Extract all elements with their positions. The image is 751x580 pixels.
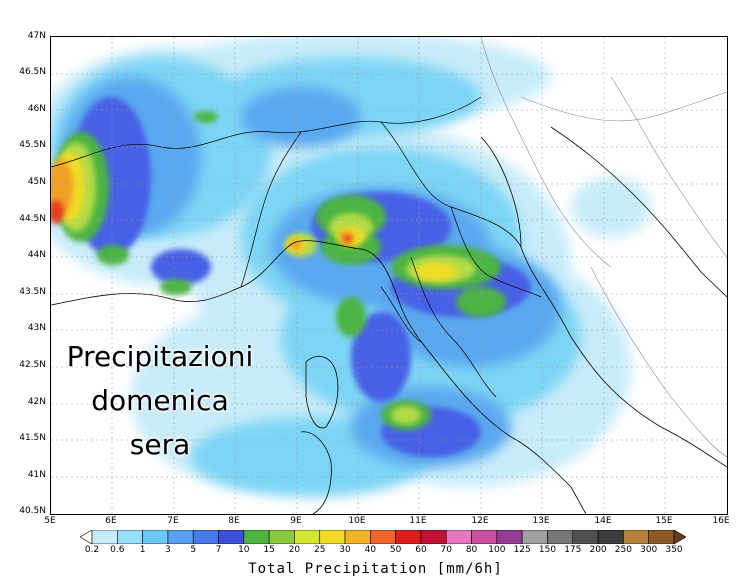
legend-swatch — [445, 530, 472, 544]
legend-swatch — [268, 530, 295, 544]
lat-label: 42.5N — [19, 360, 46, 370]
legend-swatch — [420, 530, 447, 544]
legend-swatch — [344, 530, 371, 544]
legend-value-label: 50 — [389, 545, 402, 555]
legend-value-label: 175 — [564, 545, 582, 555]
color-legend-bar — [80, 530, 686, 544]
legend-value-label: 0.2 — [84, 545, 100, 555]
legend-value-label: 40 — [364, 545, 377, 555]
legend-value-label: 300 — [640, 545, 658, 555]
legend-swatch — [370, 530, 396, 544]
legend-swatch — [192, 530, 219, 544]
lat-label: 44.5N — [19, 214, 46, 224]
legend-swatch — [547, 530, 574, 544]
legend-swatch — [572, 530, 599, 544]
legend-swatch — [167, 530, 194, 544]
region-borders-gray — [480, 37, 727, 458]
legend-value-label: 3 — [165, 545, 171, 555]
lon-label: 10E — [348, 516, 366, 526]
legend-swatch — [673, 530, 686, 544]
legend-swatch — [243, 530, 270, 544]
lat-label: 45.5N — [19, 140, 46, 150]
legend-title: Total Precipitation [mm/6h] — [248, 561, 503, 577]
legend-swatch — [80, 530, 93, 544]
lat-label: 43N — [27, 323, 46, 333]
lon-label: 15E — [655, 516, 673, 526]
lat-label: 45N — [27, 177, 46, 187]
legend-value-label: 15 — [263, 545, 275, 555]
legend-value-label: 25 — [314, 545, 326, 555]
lon-label: 5E — [44, 516, 56, 526]
lon-label: 13E — [532, 516, 550, 526]
lat-label: 46N — [27, 104, 46, 114]
caption-line: domenica — [91, 384, 229, 417]
caption-line: Precipitazioni — [66, 340, 254, 373]
lat-label: 44N — [27, 250, 46, 260]
lon-label: 8E — [228, 516, 240, 526]
precipitation-map — [50, 36, 728, 515]
lon-label: 12E — [471, 516, 489, 526]
legend-value-label: 60 — [415, 545, 427, 555]
legend-value-label: 5 — [190, 545, 197, 555]
legend-swatch — [521, 530, 548, 544]
map-caption: Precipitazioni domenica sera — [40, 335, 280, 467]
map-canvas — [51, 37, 727, 514]
lon-label: 16E — [712, 516, 730, 526]
legend-swatch — [496, 530, 523, 544]
legend-value-label: 350 — [665, 545, 683, 555]
lon-label: 7E — [167, 516, 179, 526]
lat-label: 40.5N — [19, 506, 46, 516]
lat-label: 42N — [27, 397, 46, 407]
legend-value-label: 10 — [238, 545, 250, 555]
legend-value-label: 150 — [538, 545, 557, 555]
lat-label: 41.5N — [19, 433, 46, 443]
legend-value-label: 200 — [589, 545, 607, 555]
legend-value-label: 100 — [488, 545, 506, 555]
legend-swatch — [91, 530, 118, 544]
legend-value-label: 0.6 — [110, 545, 125, 555]
legend-value-label: 7 — [215, 545, 222, 555]
legend-value-label: 125 — [513, 545, 531, 555]
legend-value-label: 70 — [440, 545, 452, 555]
lat-label: 47N — [27, 31, 46, 41]
lat-label: 41N — [27, 470, 46, 480]
legend-swatch — [218, 530, 245, 544]
lat-label: 46.5N — [19, 67, 46, 77]
legend-value-label: 80 — [465, 545, 478, 555]
legend-swatch — [597, 530, 624, 544]
legend-swatch — [294, 530, 321, 544]
lon-label: 9E — [290, 516, 302, 526]
lat-label: 43.5N — [19, 287, 46, 297]
legend-value-label: 20 — [288, 545, 301, 555]
legend-swatch — [471, 530, 498, 544]
lon-label: 11E — [409, 516, 427, 526]
legend-swatch — [142, 530, 169, 544]
precip-red-cells — [51, 200, 352, 243]
legend-value-label: 1 — [139, 545, 146, 555]
country-borders — [51, 96, 542, 398]
caption-line: sera — [129, 428, 191, 461]
legend-value-label: 250 — [614, 545, 632, 555]
legend-value-label: 30 — [339, 545, 351, 555]
legend-swatch — [648, 530, 675, 544]
legend-swatch — [623, 530, 649, 544]
legend-swatch — [319, 530, 346, 544]
lon-label: 6E — [105, 516, 117, 526]
coastlines — [51, 126, 727, 514]
legend-swatch — [395, 530, 422, 544]
legend-swatch — [117, 530, 143, 544]
lon-label: 14E — [594, 516, 612, 526]
